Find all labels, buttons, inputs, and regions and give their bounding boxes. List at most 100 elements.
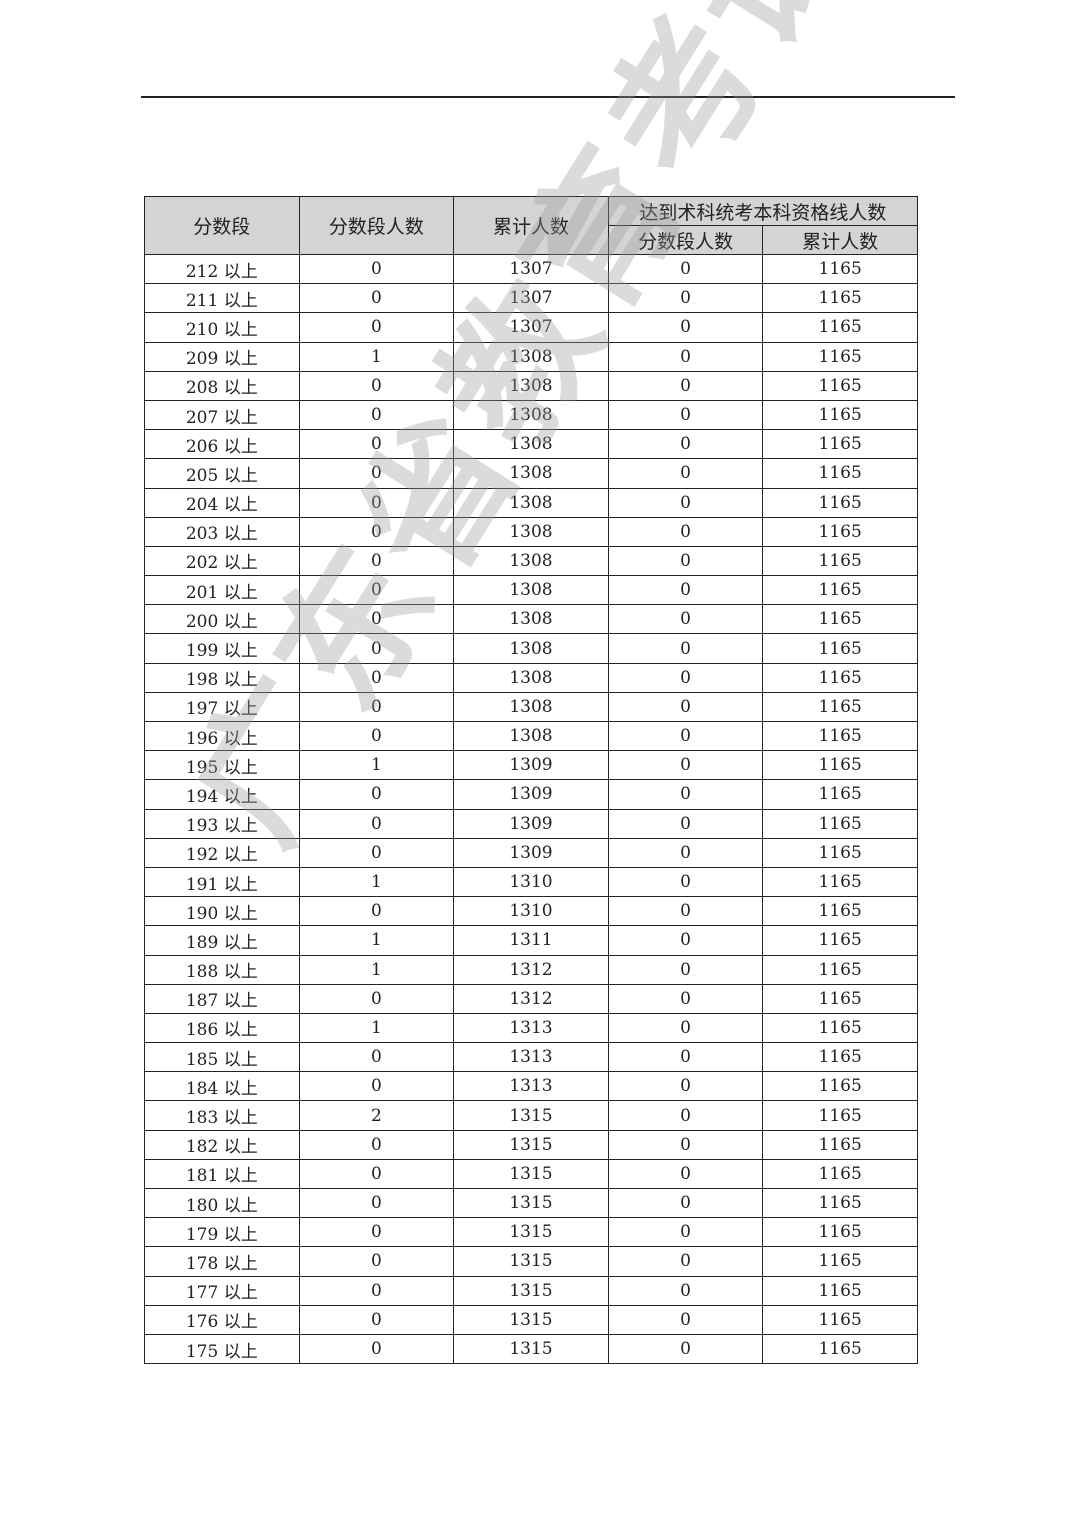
header-qualified-cumulative: 累计人数 [762, 225, 918, 255]
count-cell: 0 [298, 1304, 455, 1335]
count-cell: 0 [298, 1129, 455, 1160]
qualified-cumulative-cell: 1165 [762, 866, 918, 898]
qualified-cumulative-cell: 1165 [762, 1071, 918, 1102]
table-row: 191 以上 1 1310 0 1165 [144, 866, 918, 898]
cumulative-cell: 1308 [453, 575, 609, 606]
count-cell: 0 [298, 253, 455, 285]
qualified-count-cell: 0 [607, 312, 764, 343]
cumulative-cell: 1308 [453, 516, 609, 547]
score-cell: 200 以上 [144, 604, 300, 635]
qualified-cumulative-cell: 1165 [762, 1217, 918, 1248]
table-row: 211 以上 0 1307 0 1165 [144, 283, 918, 314]
cumulative-cell: 1308 [453, 691, 609, 723]
count-cell: 0 [298, 1042, 455, 1073]
qualified-count-cell: 0 [607, 808, 764, 839]
score-cell: 189 以上 [144, 925, 300, 956]
qualified-count-cell: 0 [607, 487, 764, 518]
qualified-count-cell: 0 [607, 691, 764, 723]
qualified-cumulative-cell: 1165 [762, 283, 918, 314]
qualified-count-cell: 0 [607, 633, 764, 664]
qualified-cumulative-cell: 1165 [762, 633, 918, 664]
qualified-cumulative-cell: 1165 [762, 1275, 918, 1306]
qualified-count-cell: 0 [607, 1304, 764, 1335]
qualified-cumulative-cell: 1165 [762, 312, 918, 343]
table-row: 195 以上 1 1309 0 1165 [144, 750, 918, 781]
table-row: 180 以上 0 1315 0 1165 [144, 1187, 918, 1219]
qualified-cumulative-cell: 1165 [762, 253, 918, 285]
score-cell: 186 以上 [144, 1012, 300, 1044]
qualified-count-cell: 0 [607, 1333, 764, 1365]
count-cell: 0 [298, 429, 455, 460]
table-row: 187 以上 0 1312 0 1165 [144, 983, 918, 1014]
cumulative-cell: 1315 [453, 1246, 609, 1277]
table-row: 179 以上 0 1315 0 1165 [144, 1217, 918, 1248]
qualified-cumulative-cell: 1165 [762, 1304, 918, 1335]
count-cell: 0 [298, 516, 455, 547]
table-row: 193 以上 0 1309 0 1165 [144, 808, 918, 839]
score-cell: 198 以上 [144, 662, 300, 693]
table-row: 210 以上 0 1307 0 1165 [144, 312, 918, 343]
score-cell: 207 以上 [144, 399, 300, 431]
cumulative-cell: 1308 [453, 604, 609, 635]
cumulative-cell: 1309 [453, 808, 609, 839]
count-cell: 1 [298, 954, 455, 985]
qualified-count-cell: 0 [607, 954, 764, 985]
qualified-count-cell: 0 [607, 253, 764, 285]
qualified-cumulative-cell: 1165 [762, 954, 918, 985]
qualified-count-cell: 0 [607, 866, 764, 898]
score-cell: 211 以上 [144, 283, 300, 314]
qualified-count-cell: 0 [607, 1071, 764, 1102]
count-cell: 0 [298, 896, 455, 927]
table-row: 206 以上 0 1308 0 1165 [144, 429, 918, 460]
table-row: 209 以上 1 1308 0 1165 [144, 341, 918, 372]
count-cell: 0 [298, 1275, 455, 1306]
cumulative-cell: 1315 [453, 1158, 609, 1190]
qualified-cumulative-cell: 1165 [762, 1187, 918, 1219]
table-row: 200 以上 0 1308 0 1165 [144, 604, 918, 635]
table-row: 199 以上 0 1308 0 1165 [144, 633, 918, 664]
score-distribution-table: 分数段 分数段人数 累计人数 达到术科统考本科资格线人数 分数段人数 累计人数 … [144, 196, 918, 1365]
qualified-count-cell: 0 [607, 1042, 764, 1073]
table-row: 207 以上 0 1308 0 1165 [144, 399, 918, 431]
qualified-cumulative-cell: 1165 [762, 399, 918, 431]
count-cell: 0 [298, 458, 455, 489]
count-cell: 0 [298, 1246, 455, 1277]
count-cell: 0 [298, 691, 455, 723]
qualified-cumulative-cell: 1165 [762, 808, 918, 839]
score-cell: 176 以上 [144, 1304, 300, 1335]
table-row: 183 以上 2 1315 0 1165 [144, 1100, 918, 1131]
cumulative-cell: 1309 [453, 779, 609, 810]
count-cell: 0 [298, 545, 455, 577]
header-cumulative: 累计人数 [453, 196, 609, 255]
cumulative-cell: 1308 [453, 429, 609, 460]
qualified-cumulative-cell: 1165 [762, 1042, 918, 1073]
table-row: 184 以上 0 1313 0 1165 [144, 1071, 918, 1102]
table-row: 212 以上 0 1307 0 1165 [144, 253, 918, 285]
qualified-count-cell: 0 [607, 1275, 764, 1306]
score-cell: 191 以上 [144, 866, 300, 898]
qualified-cumulative-cell: 1165 [762, 1158, 918, 1190]
score-cell: 175 以上 [144, 1333, 300, 1365]
qualified-count-cell: 0 [607, 516, 764, 547]
qualified-cumulative-cell: 1165 [762, 604, 918, 635]
cumulative-cell: 1309 [453, 837, 609, 868]
cumulative-cell: 1307 [453, 312, 609, 343]
cumulative-cell: 1311 [453, 925, 609, 956]
cumulative-cell: 1308 [453, 633, 609, 664]
qualified-count-cell: 0 [607, 1129, 764, 1160]
count-cell: 0 [298, 1071, 455, 1102]
qualified-cumulative-cell: 1165 [762, 1012, 918, 1044]
qualified-cumulative-cell: 1165 [762, 429, 918, 460]
count-cell: 0 [298, 633, 455, 664]
score-cell: 193 以上 [144, 808, 300, 839]
qualified-count-cell: 0 [607, 720, 764, 752]
score-cell: 180 以上 [144, 1187, 300, 1219]
cumulative-cell: 1307 [453, 253, 609, 285]
qualified-count-cell: 0 [607, 458, 764, 489]
cumulative-cell: 1315 [453, 1275, 609, 1306]
count-cell: 2 [298, 1100, 455, 1131]
score-cell: 202 以上 [144, 545, 300, 577]
count-cell: 0 [298, 487, 455, 518]
cumulative-cell: 1308 [453, 370, 609, 401]
qualified-count-cell: 0 [607, 837, 764, 868]
